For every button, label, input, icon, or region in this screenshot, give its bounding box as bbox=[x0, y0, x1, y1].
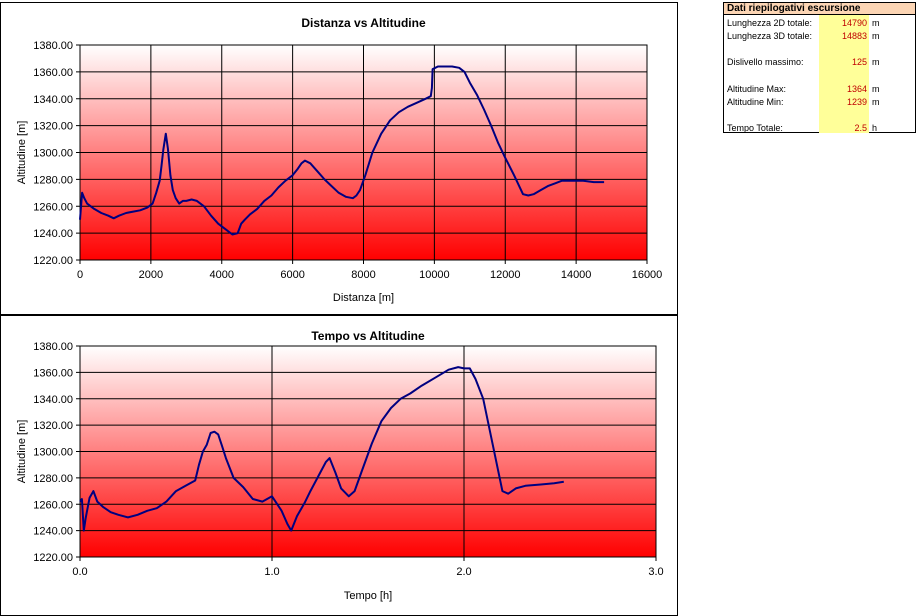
summary-row-alt-max: Altitudine Max: 1364 m bbox=[724, 83, 915, 95]
plot-frame bbox=[79, 345, 657, 558]
summary-row-tempo: Tempo Totale: 2.5 h bbox=[724, 122, 915, 134]
y-axis-label: Altitudine [m] bbox=[16, 420, 28, 484]
y-tick-label: 1340.00 bbox=[33, 394, 73, 406]
summary-value: 2.5 bbox=[854, 123, 867, 133]
x-tick-label: 8000 bbox=[351, 269, 375, 281]
altitude-series-line bbox=[79, 366, 564, 532]
summary-unit: m bbox=[872, 84, 880, 94]
x-tick-label: 4000 bbox=[210, 269, 234, 281]
x-tick-label: 0 bbox=[77, 269, 83, 281]
x-tick-label: 3.0 bbox=[648, 566, 663, 578]
summary-value: 14883 bbox=[841, 31, 867, 41]
altitude-series-line bbox=[79, 65, 605, 236]
summary-label: Dislivello massimo: bbox=[727, 57, 804, 67]
summary-value-column bbox=[819, 15, 869, 133]
y-tick-label: 1300.00 bbox=[33, 148, 73, 160]
y-tick-label: 1380.00 bbox=[33, 40, 73, 52]
x-tick-label: 10000 bbox=[419, 269, 450, 281]
x-tick-label: 2.0 bbox=[456, 566, 471, 578]
summary-title: Dati riepilogativi escursione bbox=[724, 3, 915, 15]
chart-distanza-altitudine: 1220.00 1240.00 1260.00 1280.00 1300.00 1320.… bbox=[0, 2, 678, 315]
y-axis-label: Altitudine [m] bbox=[16, 121, 28, 185]
x-axis-label: Distanza [m] bbox=[333, 292, 394, 304]
summary-unit: m bbox=[872, 31, 880, 41]
summary-label: Tempo Totale: bbox=[727, 123, 783, 133]
summary-value: 125 bbox=[851, 57, 867, 67]
x-axis-label: Tempo [h] bbox=[344, 590, 392, 602]
y-tick-label: 1380.00 bbox=[33, 341, 73, 353]
y-tick-label: 1280.00 bbox=[33, 174, 73, 186]
y-tick-label: 1220.00 bbox=[33, 552, 73, 564]
x-tick-label: 14000 bbox=[561, 269, 592, 281]
summary-row-alt-min: Altitudine Min: 1239 m bbox=[724, 96, 915, 108]
y-tick-label: 1340.00 bbox=[33, 94, 73, 106]
chart-svg: 1220.00 1240.00 1260.00 1280.00 1300.00 1320.… bbox=[16, 16, 663, 304]
summary-value: 1364 bbox=[846, 84, 867, 94]
summary-row-dislivello: Dislivello massimo: 125 m bbox=[724, 56, 915, 68]
summary-table: Dati riepilogativi escursione Lunghezza … bbox=[723, 2, 916, 133]
plot-frame bbox=[79, 44, 648, 261]
x-tick-label: 12000 bbox=[490, 269, 521, 281]
summary-value: 14790 bbox=[841, 18, 867, 28]
summary-unit: m bbox=[872, 97, 880, 107]
y-tick-label: 1220.00 bbox=[33, 255, 73, 267]
chart-svg: 1220.00 1240.00 1260.00 1280.00 1300.00 1320.… bbox=[16, 329, 664, 602]
summary-label: Lunghezza 2D totale: bbox=[727, 18, 813, 28]
chart-title: Distanza vs Altitudine bbox=[301, 16, 426, 30]
summary-label: Altitudine Max: bbox=[727, 84, 787, 94]
summary-row-length-2d: Lunghezza 2D totale: 14790 m bbox=[724, 17, 915, 29]
summary-row-length-3d: Lunghezza 3D totale: 14883 m bbox=[724, 30, 915, 42]
y-tick-label: 1280.00 bbox=[33, 473, 73, 485]
chart-title: Tempo vs Altitudine bbox=[311, 329, 425, 343]
y-tick-label: 1240.00 bbox=[33, 228, 73, 240]
summary-label: Lunghezza 3D totale: bbox=[727, 31, 813, 41]
chart-tempo-altitudine: 1220.00 1240.00 1260.00 1280.00 1300.00 1320.… bbox=[0, 315, 678, 616]
y-tick-label: 1240.00 bbox=[33, 526, 73, 538]
summary-value: 1239 bbox=[846, 97, 867, 107]
summary-unit: m bbox=[872, 18, 880, 28]
summary-unit: h bbox=[872, 123, 878, 133]
y-tick-label: 1260.00 bbox=[33, 499, 73, 511]
y-tick-label: 1320.00 bbox=[33, 121, 73, 133]
summary-label: Altitudine Min: bbox=[727, 97, 784, 107]
y-tick-label: 1360.00 bbox=[33, 367, 73, 379]
y-tick-label: 1320.00 bbox=[33, 420, 73, 432]
y-tick-label: 1360.00 bbox=[33, 67, 73, 79]
y-tick-label: 1300.00 bbox=[33, 447, 73, 459]
y-tick-label: 1260.00 bbox=[33, 201, 73, 213]
x-tick-label: 2000 bbox=[139, 269, 163, 281]
x-tick-label: 6000 bbox=[280, 269, 304, 281]
x-tick-label: 0.0 bbox=[72, 566, 87, 578]
x-tick-label: 16000 bbox=[632, 269, 663, 281]
x-tick-label: 1.0 bbox=[264, 566, 279, 578]
summary-unit: m bbox=[872, 57, 880, 67]
